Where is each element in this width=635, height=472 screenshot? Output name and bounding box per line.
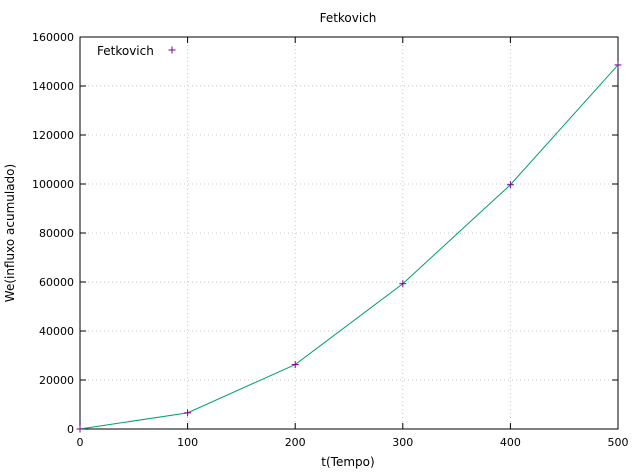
data-point <box>76 425 84 433</box>
legend-plus-marker <box>168 46 176 54</box>
data-point <box>614 61 622 69</box>
chart-title: Fetkovich <box>320 11 377 25</box>
legend: Fetkovich <box>97 44 176 58</box>
y-axis-label: We(influxo acumulado) <box>3 164 17 302</box>
y-tick-label: 0 <box>67 423 74 436</box>
data-point <box>506 181 514 189</box>
data-point <box>184 409 192 417</box>
y-tick-label: 80000 <box>39 227 74 240</box>
y-tick-label: 60000 <box>39 276 74 289</box>
grid <box>80 37 618 429</box>
y-tick-label: 160000 <box>32 31 74 44</box>
y-tick-label: 140000 <box>32 80 74 93</box>
y-tick-label: 40000 <box>39 325 74 338</box>
data-point <box>291 361 299 369</box>
data-series <box>76 61 622 433</box>
y-tick-label: 120000 <box>32 129 74 142</box>
series-line <box>79 64 619 430</box>
y-tick-label: 100000 <box>32 178 74 191</box>
y-tick-label: 20000 <box>39 374 74 387</box>
x-tick-label: 500 <box>608 436 629 449</box>
data-point <box>399 280 407 288</box>
x-tick-label: 400 <box>500 436 521 449</box>
x-tick-label: 100 <box>177 436 198 449</box>
x-axis-label: t(Tempo) <box>321 455 374 469</box>
x-tick-label: 0 <box>77 436 84 449</box>
x-tick-label: 200 <box>285 436 306 449</box>
axis-ticks: 0 100 200 300 400 500 0 20000 40000 60000 80000 100… <box>32 31 629 449</box>
x-tick-label: 300 <box>392 436 413 449</box>
legend-marker <box>168 46 176 54</box>
legend-label: Fetkovich <box>97 44 154 58</box>
